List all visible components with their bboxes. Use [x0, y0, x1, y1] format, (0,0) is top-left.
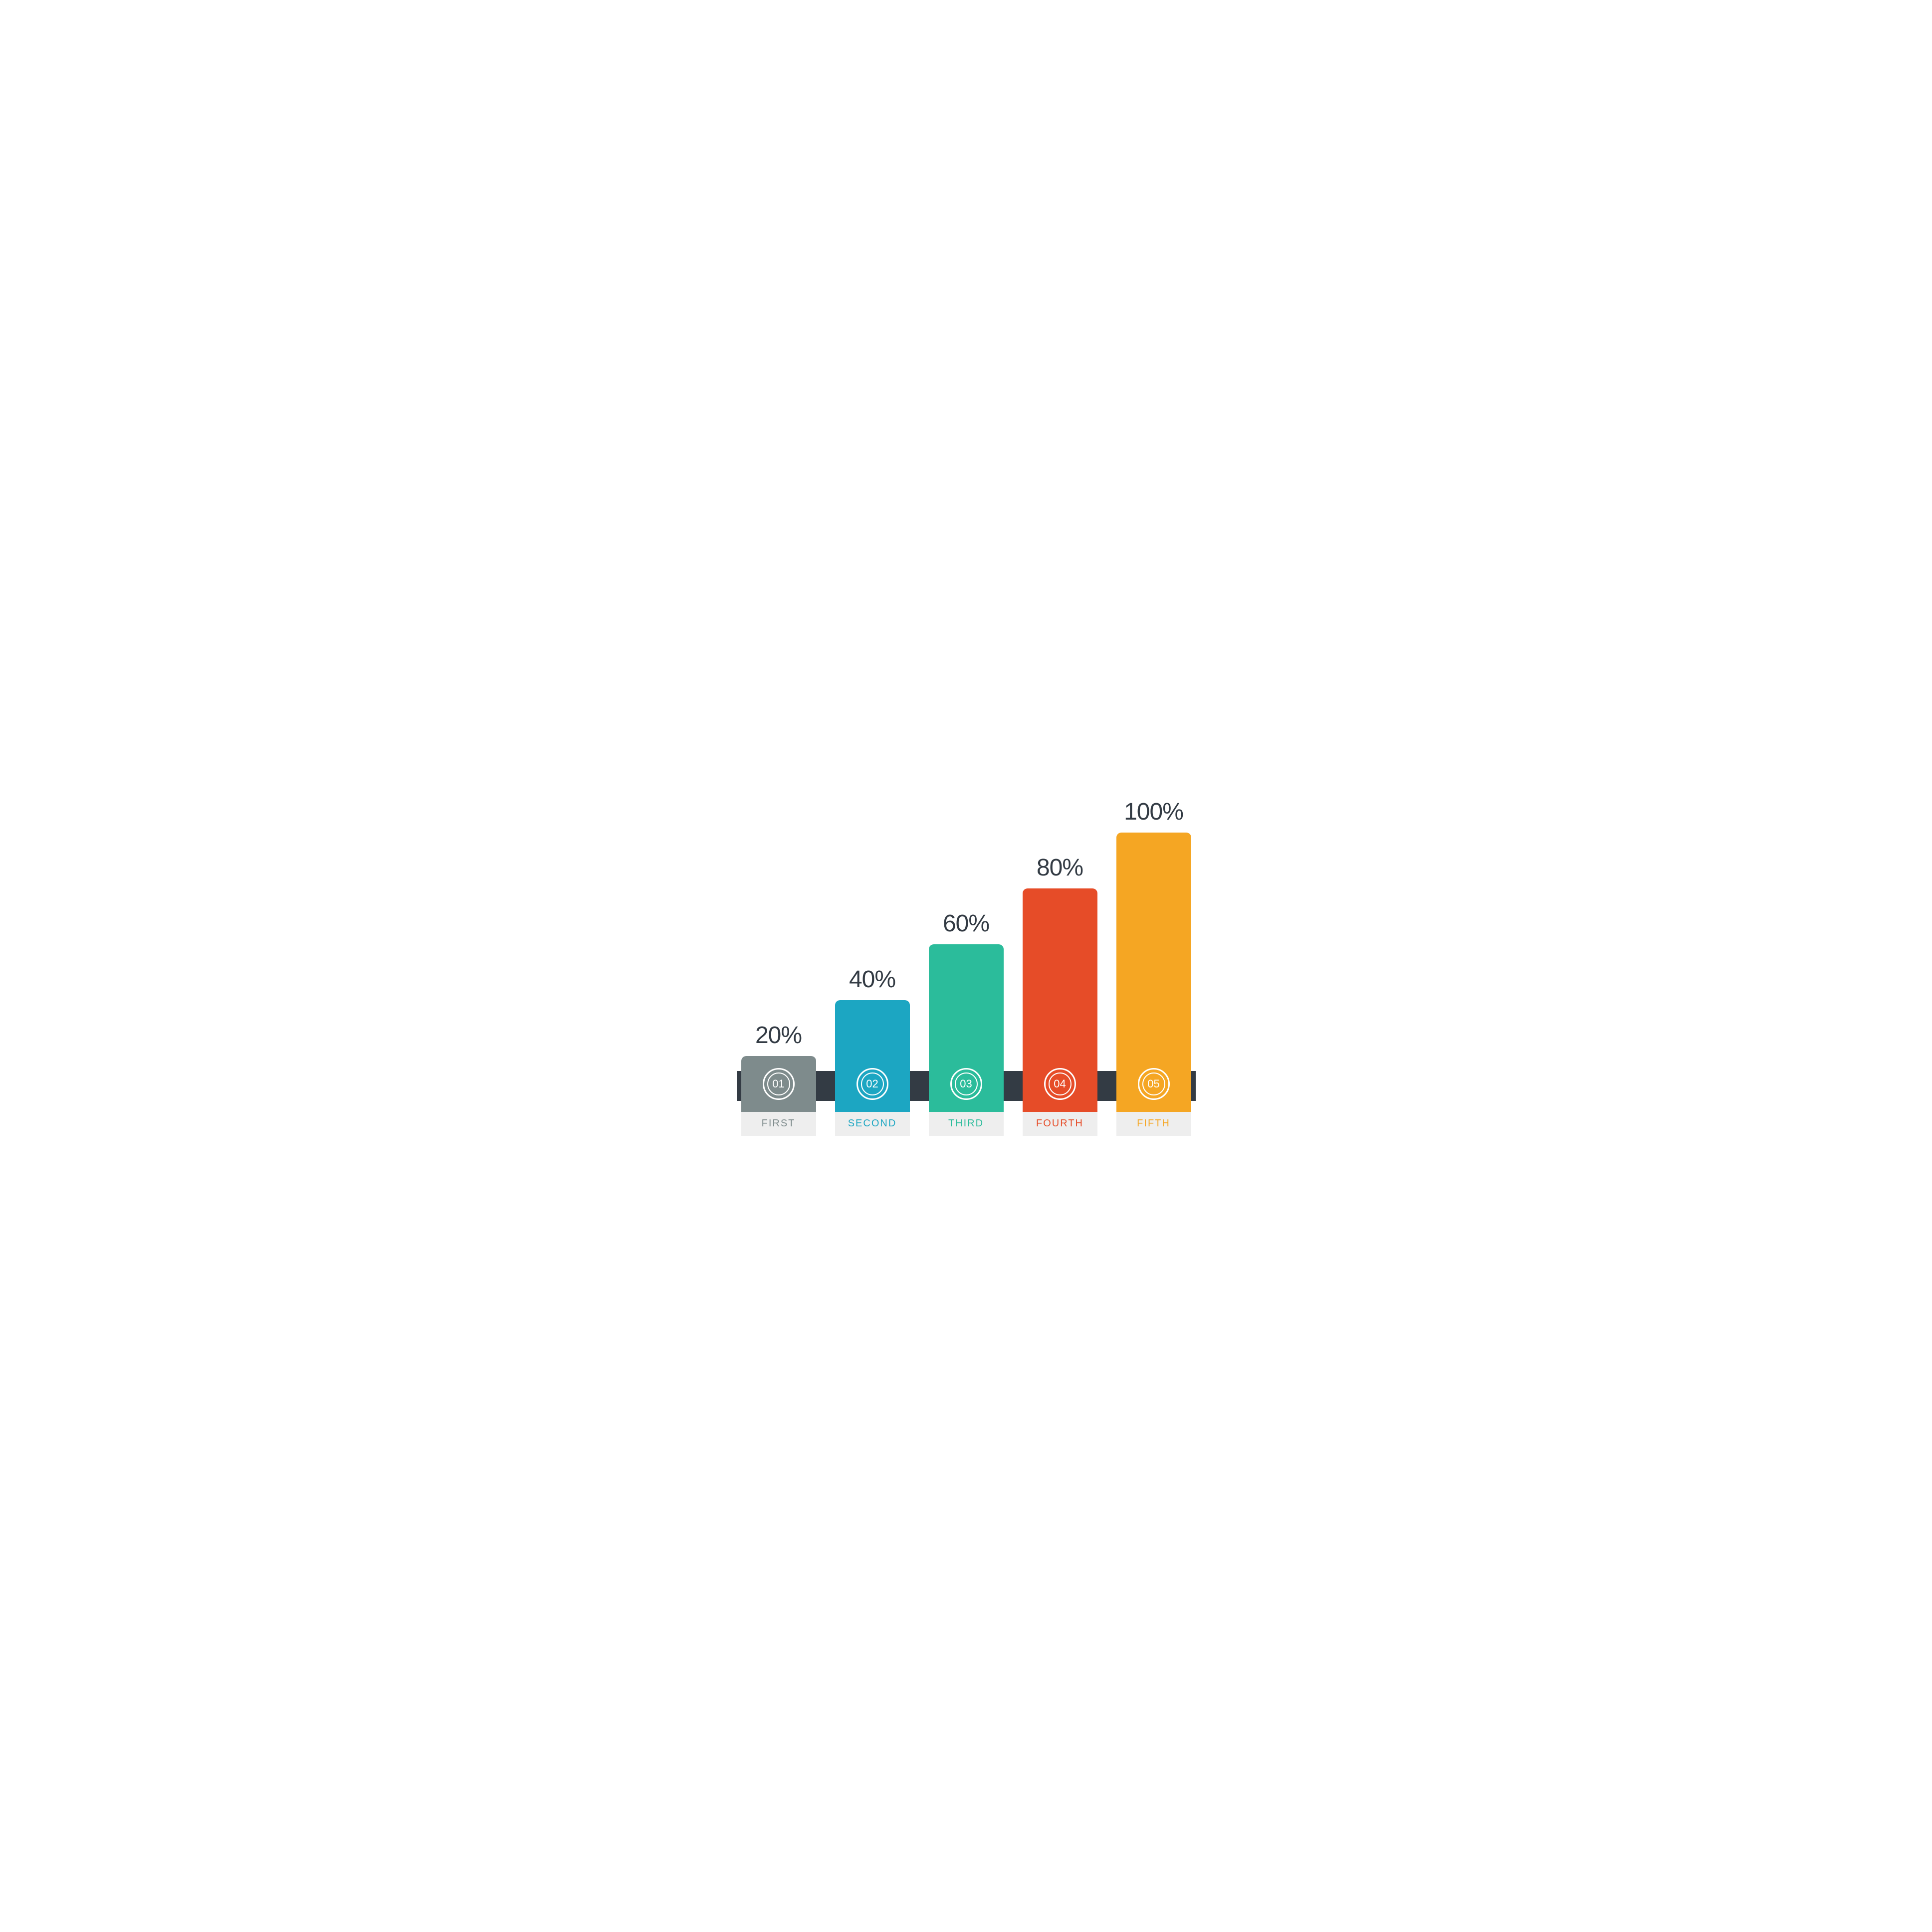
bar: 05: [1116, 833, 1191, 1112]
category-label: FOURTH: [1023, 1112, 1097, 1136]
badge-circle: 04: [1044, 1068, 1076, 1100]
pct-label: 40%: [849, 966, 895, 993]
bar: 02: [835, 1000, 910, 1112]
pct-label: 20%: [755, 1022, 802, 1049]
bar-column-1: 20% 01 FIRST: [741, 1022, 816, 1136]
badge-number: 02: [861, 1073, 884, 1095]
bar: 01: [741, 1056, 816, 1112]
bar-column-4: 80% 04 FOURTH: [1023, 854, 1097, 1136]
pct-label: 100%: [1124, 798, 1183, 826]
badge-circle: 01: [763, 1068, 795, 1100]
pct-label: 80%: [1037, 854, 1083, 881]
category-label: THIRD: [929, 1112, 1004, 1136]
bar-column-3: 60% 03 THIRD: [929, 910, 1004, 1136]
category-label: SECOND: [835, 1112, 910, 1136]
badge-number: 01: [767, 1073, 790, 1095]
bar: 03: [929, 944, 1004, 1112]
badge-number: 04: [1049, 1073, 1072, 1095]
chart-area: 20% 01 FIRST 40% 02 SECOND 60% 03: [737, 797, 1196, 1136]
badge-circle: 02: [857, 1068, 888, 1100]
badge-circle: 03: [950, 1068, 982, 1100]
category-label: FIFTH: [1116, 1112, 1191, 1136]
bar: 04: [1023, 888, 1097, 1112]
badge-number: 03: [955, 1073, 978, 1095]
bar-chart-infographic: 20% 01 FIRST 40% 02 SECOND 60% 03: [737, 797, 1196, 1136]
bar-column-2: 40% 02 SECOND: [835, 966, 910, 1136]
bar-column-5: 100% 05 FIFTH: [1116, 798, 1191, 1136]
badge-number: 05: [1142, 1073, 1165, 1095]
category-label: FIRST: [741, 1112, 816, 1136]
badge-circle: 05: [1138, 1068, 1170, 1100]
pct-label: 60%: [943, 910, 989, 937]
